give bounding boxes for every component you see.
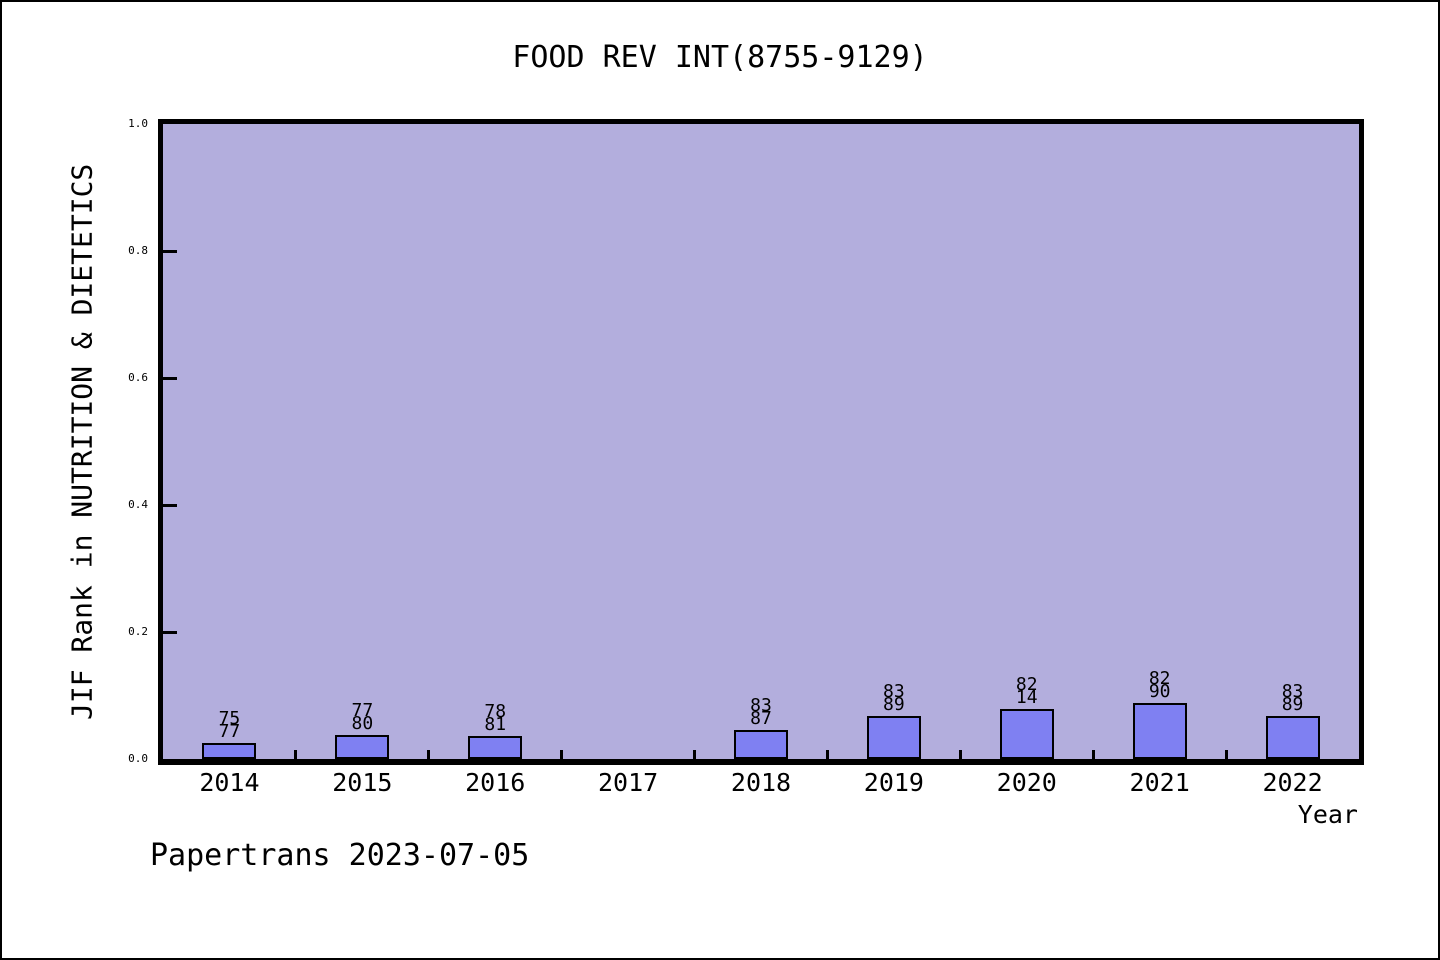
bar-value-label-2022: 83 89 — [1281, 681, 1304, 716]
x-tick-label-2017: 2017 — [598, 768, 659, 797]
y-tick-label: 0.6 — [128, 371, 148, 384]
y-tick-label: 0.0 — [128, 752, 148, 765]
plot-area: 75 77 77 80 78 81 83 87 83 89 82 14 82 90 83 89 — [158, 119, 1364, 765]
x-tick-label-2016: 2016 — [465, 768, 526, 797]
bar-2015 — [335, 735, 390, 759]
x-tick-label-2014: 2014 — [199, 768, 260, 797]
y-tick-mark — [163, 630, 177, 634]
bar-value-label-2018: 83 87 — [750, 694, 772, 729]
y-tick-mark — [163, 376, 177, 380]
y-tick-mark — [163, 249, 177, 253]
bar-2014 — [202, 742, 257, 759]
bar-2020 — [999, 708, 1054, 759]
x-minor-tick — [294, 750, 298, 759]
y-tick-label: 0.8 — [128, 244, 148, 257]
y-tick-label: 0.4 — [128, 498, 148, 511]
x-minor-tick — [958, 750, 962, 759]
x-minor-tick — [560, 750, 564, 759]
x-tick-label-2019: 2019 — [863, 768, 924, 797]
x-minor-tick — [427, 750, 431, 759]
x-tick-label-2015: 2015 — [332, 768, 393, 797]
x-tick-label-2022: 2022 — [1262, 768, 1323, 797]
x-tick-label-2018: 2018 — [730, 768, 792, 797]
chart-title: FOOD REV INT(8755-9129) — [512, 40, 928, 75]
x-minor-tick — [1224, 750, 1228, 759]
x-tick-label-2021: 2021 — [1129, 768, 1190, 797]
y-tick-label: 0.2 — [128, 625, 148, 638]
y-tick-mark — [163, 503, 177, 507]
bar-value-label-2016: 78 81 — [484, 700, 507, 735]
x-minor-tick — [825, 750, 829, 759]
bar-value-label-2021: 82 90 — [1148, 667, 1171, 702]
x-minor-tick — [1091, 750, 1095, 759]
bar-value-label-2019: 83 89 — [883, 681, 905, 716]
bar-value-label-2014: 75 77 — [218, 707, 241, 742]
bar-2016 — [468, 735, 523, 759]
footer-watermark: Papertrans 2023-07-05 — [150, 838, 530, 873]
x-axis-label: Year — [1297, 800, 1358, 829]
y-axis-label: JIF Rank in NUTRITION & DIETETICS — [65, 163, 99, 721]
bar-2021 — [1132, 702, 1187, 759]
bar-value-label-2020: 82 14 — [1015, 673, 1038, 708]
bar-2019 — [866, 716, 921, 759]
bar-2022 — [1265, 716, 1320, 759]
bar-value-label-2015: 77 80 — [351, 700, 374, 735]
x-minor-tick — [693, 750, 697, 759]
bar-2018 — [734, 729, 788, 759]
y-tick-label: 1.0 — [128, 117, 148, 130]
x-tick-label-2020: 2020 — [996, 768, 1057, 797]
